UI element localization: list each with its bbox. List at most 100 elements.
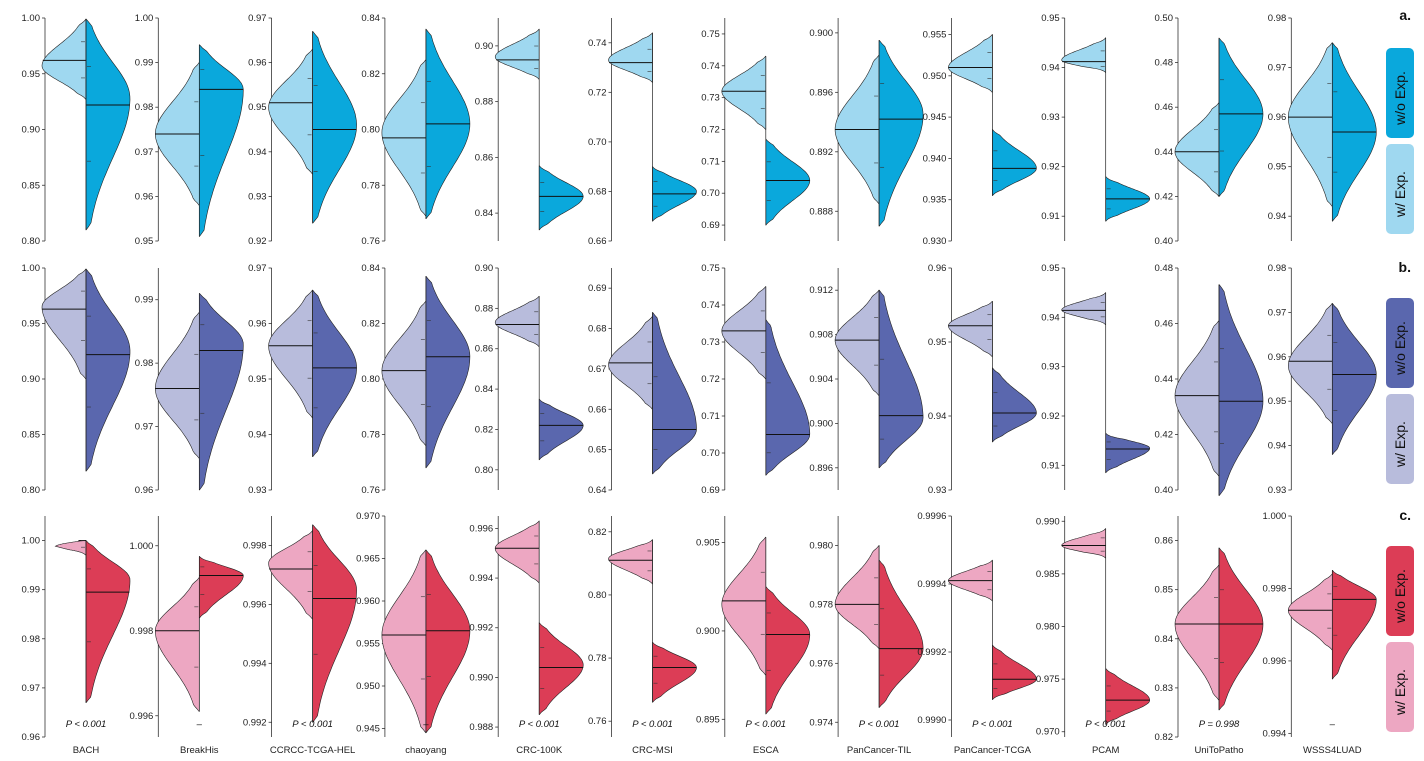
y-tick-label: 1.00 (22, 13, 41, 24)
violin-half-without-exp (199, 44, 244, 237)
dataset-label: PanCancer-TIL (847, 745, 911, 756)
y-tick-label: 0.50 (1155, 13, 1174, 24)
legend-with-exp-label: w/ Exp. (1392, 421, 1408, 468)
violin-half-with-exp (1174, 102, 1220, 197)
dataset-label: BreakHis (180, 745, 219, 756)
violin-half-without-exp (1332, 303, 1377, 455)
p-value-annotation: P = 0.998 (1199, 719, 1240, 730)
violin-half-with-exp (834, 545, 880, 649)
y-tick-label: 0.93 (248, 191, 267, 202)
y-tick-label: 0.93 (1268, 485, 1287, 496)
y-tick-label: 0.95 (22, 69, 41, 80)
y-tick-label: 0.955 (923, 30, 947, 41)
violin-panel-crc-100k: 0.988 0.990 0.992 0.994 0.996 P < 0.001 CRC-10… (469, 516, 584, 756)
y-tick-label: 0.71 (701, 411, 720, 422)
violin-half-without-exp (312, 524, 357, 723)
violin-half-without-exp (652, 641, 697, 703)
violin-half-without-exp (765, 586, 811, 715)
y-tick-label: 0.975 (1036, 674, 1060, 685)
y-tick-label: 0.86 (475, 344, 494, 355)
y-tick-label: 0.88 (475, 303, 494, 314)
violin-panel-unitopatho: 0.40 0.42 0.44 0.46 0.48 0.50 (1155, 13, 1264, 247)
y-tick-label: 0.98 (135, 102, 154, 113)
y-tick-label: 0.84 (475, 384, 494, 395)
violin-half-with-exp (608, 32, 653, 83)
y-tick-label: 0.905 (696, 538, 720, 549)
y-tick-label: 0.950 (923, 71, 947, 82)
violin-half-with-exp (608, 539, 653, 585)
legend-with-exp-swatch (1386, 144, 1414, 234)
y-tick-label: 0.95 (1268, 396, 1287, 407)
p-value-annotation: P < 0.001 (632, 719, 673, 730)
violin-half-without-exp (878, 559, 924, 708)
dataset-label: BACH (73, 745, 100, 756)
y-tick-label: 0.996 (1263, 656, 1287, 667)
y-tick-label: 0.94 (1041, 63, 1060, 74)
violin-half-without-exp (199, 556, 244, 619)
y-tick-label: 0.95 (248, 374, 267, 385)
dataset-label: CRC-MSI (632, 745, 673, 756)
y-tick-label: 0.96 (248, 319, 267, 330)
y-tick-label: 0.88 (475, 97, 494, 108)
violin-panel-breakhis: 0.96 0.97 0.98 0.99 (135, 268, 244, 496)
violin-half-without-exp (652, 312, 697, 475)
y-tick-label: 0.95 (1268, 162, 1287, 173)
y-tick-label: 0.95 (1041, 13, 1060, 24)
y-tick-label: 0.46 (1155, 319, 1174, 330)
y-tick-label: 0.72 (701, 125, 720, 136)
y-tick-label: 0.42 (1155, 430, 1174, 441)
y-tick-label: 0.96 (135, 191, 154, 202)
violin-panel-unitopatho: 0.82 0.83 0.84 0.85 0.86 P = 0.998 UniToPatho (1155, 516, 1264, 756)
y-tick-label: 0.935 (923, 195, 947, 206)
y-tick-label: 0.94 (1268, 441, 1287, 452)
y-tick-label: 0.92 (1041, 162, 1060, 173)
violin-half-with-exp (721, 536, 767, 676)
violin-half-with-exp (494, 520, 540, 584)
violin-panel-wsss4luad: 0.994 0.996 0.998 1.000 – WSSS4LUAD (1263, 511, 1377, 756)
y-tick-label: 0.888 (809, 206, 833, 217)
violin-half-without-exp (1105, 668, 1151, 725)
legend-without-exp-label: w/o Exp. (1392, 71, 1408, 126)
y-tick-label: 0.970 (1036, 727, 1060, 738)
y-tick-label: 0.98 (22, 634, 41, 645)
violin-half-with-exp (1174, 564, 1220, 701)
y-tick-label: 0.96 (248, 58, 267, 69)
row-tag: c. (1399, 507, 1411, 523)
violin-panel-pancancer-til: 0.888 0.892 0.896 0.900 (809, 18, 924, 241)
y-tick-label: 0.92 (248, 236, 267, 247)
violin-half-with-exp (41, 268, 87, 380)
p-value-annotation: P < 0.001 (859, 719, 900, 730)
violin-panel-crc-msi: 0.66 0.68 0.70 0.72 0.74 (588, 18, 697, 247)
violin-half-with-exp (1061, 528, 1106, 559)
y-tick-label: 0.48 (1155, 263, 1174, 274)
y-tick-label: 0.48 (1155, 58, 1174, 69)
y-tick-label: 0.80 (361, 374, 380, 385)
y-tick-label: 0.80 (22, 236, 41, 247)
violin-half-with-exp (154, 312, 200, 459)
y-tick-label: 0.82 (361, 319, 380, 330)
violin-panel-wsss4luad: 0.93 0.94 0.95 0.96 0.97 0.98 (1268, 263, 1377, 496)
y-tick-label: 0.992 (469, 623, 493, 634)
y-tick-label: 0.985 (1036, 569, 1060, 580)
y-tick-label: 0.994 (469, 573, 493, 584)
violin-panel-pcam: 0.970 0.975 0.980 0.985 0.990 P < 0.001 PCAM (1036, 516, 1151, 756)
violin-half-with-exp (721, 286, 767, 380)
y-tick-label: 0.992 (243, 717, 267, 728)
y-tick-label: 0.994 (243, 658, 267, 669)
y-tick-label: 0.70 (701, 448, 720, 459)
y-tick-label: 0.945 (923, 112, 947, 123)
y-tick-label: 0.9990 (917, 715, 946, 726)
violin-panel-wsss4luad: 0.94 0.95 0.96 0.97 0.98 (1268, 13, 1377, 241)
y-tick-label: 0.68 (588, 324, 607, 335)
y-tick-label: 0.69 (588, 283, 607, 294)
y-tick-label: 0.945 (356, 724, 380, 735)
y-tick-label: 0.97 (1268, 63, 1287, 74)
y-tick-label: 0.76 (588, 716, 607, 727)
y-tick-label: 0.93 (1041, 362, 1060, 373)
y-tick-label: 0.92 (1041, 411, 1060, 422)
y-tick-label: 0.892 (809, 147, 833, 158)
violin-half-with-exp (268, 48, 313, 175)
y-tick-label: 1.00 (22, 263, 41, 274)
violin-half-with-exp (948, 34, 993, 93)
p-value-annotation: – (422, 719, 429, 730)
